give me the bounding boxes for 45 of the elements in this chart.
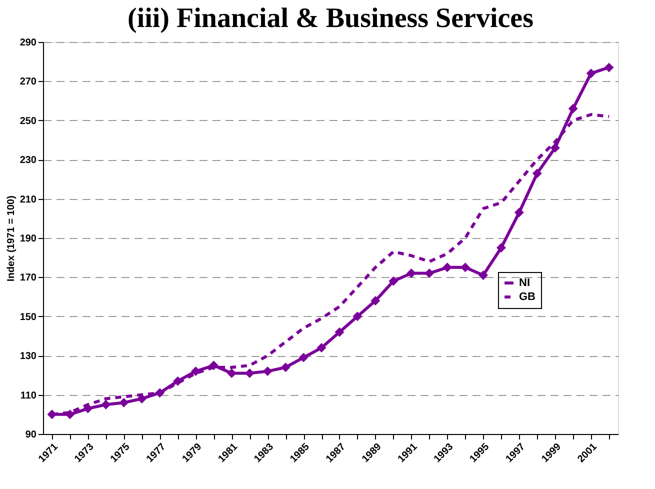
point [83,404,93,414]
point [406,268,416,278]
y-tick-label: 150 [20,312,37,323]
point [460,262,470,272]
point [514,208,524,218]
point [334,327,344,337]
point [478,270,488,280]
point [208,360,218,370]
point [424,268,434,278]
point [352,312,362,322]
y-tick-label: 130 [20,351,37,362]
point [442,262,452,272]
y-tick-label: 170 [20,272,37,284]
y-tick-label: 210 [20,194,37,206]
point [316,343,326,353]
point [496,243,506,253]
chart-title: (iii) Financial & Business Services [128,3,534,34]
y-tick-label: 190 [20,234,37,244]
y-tick-label: 110 [20,390,37,402]
point [370,296,380,306]
y-tick-label: 270 [20,76,37,88]
point [101,400,111,410]
point [388,276,398,286]
point [550,143,560,153]
y-tick-label: 250 [20,116,37,127]
point [119,398,129,408]
point [65,410,75,420]
point [568,104,578,114]
point [155,388,165,398]
y-axis-title: Index (1971 = 100) [6,196,17,282]
y-tick-label: 90 [25,430,37,440]
point [298,352,308,362]
point [280,362,290,372]
point [586,68,596,78]
point [47,410,57,420]
y-tick-label: 290 [20,38,37,48]
legend-label: GB [519,291,536,303]
y-tick-label: 230 [20,155,37,166]
point [137,394,147,404]
point [604,62,614,72]
point [226,368,236,378]
point [262,366,272,376]
legend-label: NI [519,277,530,289]
point [244,368,254,378]
point [532,168,542,178]
